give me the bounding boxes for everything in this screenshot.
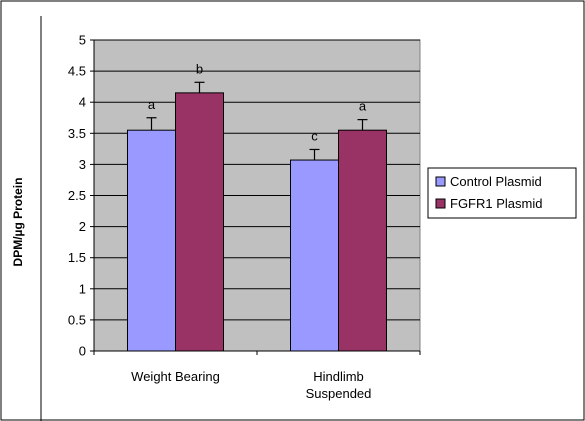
legend-entry: Control Plasmid xyxy=(450,174,542,189)
legend-swatch xyxy=(435,176,446,187)
data-label: c xyxy=(311,128,318,143)
legend-swatch xyxy=(435,198,446,209)
bars xyxy=(127,92,387,352)
category-label: Hindlimb xyxy=(313,369,364,384)
y-tick-label: 4 xyxy=(79,95,86,110)
bar-control-0 xyxy=(127,129,176,352)
y-tick-label: 5 xyxy=(79,33,86,48)
data-label: a xyxy=(359,99,367,114)
data-labels: a b c a xyxy=(148,61,367,143)
category-labels: Weight Bearing Hindlimb Suspended xyxy=(131,369,371,401)
bar-fgfr1-0 xyxy=(175,92,224,352)
y-tick-label: 1.5 xyxy=(68,250,86,265)
category-label: Weight Bearing xyxy=(131,369,220,384)
data-label: b xyxy=(196,61,203,76)
error-bars xyxy=(93,81,421,355)
y-tick-label: 4.5 xyxy=(68,64,86,79)
data-label: a xyxy=(148,97,156,112)
y-tick-label: 0 xyxy=(79,344,86,359)
y-tick-label: 2.5 xyxy=(68,188,86,203)
y-tick-label: 3.5 xyxy=(68,126,86,141)
y-tick-label: 1 xyxy=(79,281,86,296)
y-tick-label: 2 xyxy=(79,219,86,234)
bar-control-1 xyxy=(290,159,339,352)
legend: Control Plasmid FGFR1 Plasmid xyxy=(435,174,542,211)
y-ticks: 0 0.5 1 1.5 2 2.5 3 3.5 4 4.5 5 xyxy=(68,33,420,359)
y-tick-label: 0.5 xyxy=(68,312,86,327)
legend-entry: FGFR1 Plasmid xyxy=(450,196,542,211)
category-label-line2: Suspended xyxy=(306,386,372,401)
y-axis-label: DPM/µg Protein xyxy=(11,178,25,267)
legend-box xyxy=(427,167,577,219)
bar-fgfr1-1 xyxy=(338,129,387,352)
y-tick-label: 3 xyxy=(79,157,86,172)
